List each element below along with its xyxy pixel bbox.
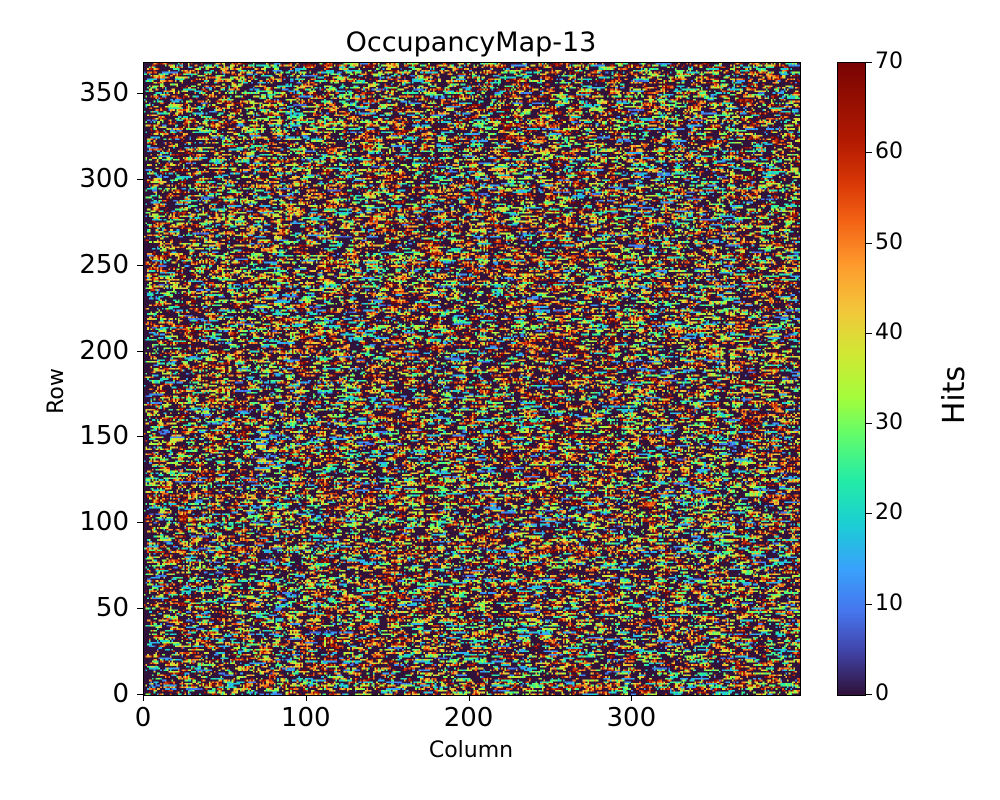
y-tick-mark bbox=[137, 92, 143, 94]
x-tick-label: 100 bbox=[280, 703, 331, 733]
colorbar-tick-label: 50 bbox=[875, 229, 903, 255]
page-title: OccupancyMap-13 bbox=[345, 27, 597, 58]
colorbar-tick-mark bbox=[866, 513, 872, 515]
colorbar-tick-mark bbox=[866, 694, 872, 695]
colorbar-label: Hits bbox=[937, 365, 972, 425]
y-tick-mark bbox=[137, 436, 143, 438]
x-tick-mark bbox=[631, 695, 633, 701]
colorbar[interactable] bbox=[837, 62, 866, 696]
colorbar-tick-mark bbox=[866, 423, 872, 425]
heatmap-axes[interactable] bbox=[143, 62, 801, 696]
colorbar-tick-mark bbox=[866, 62, 872, 63]
x-tick-label: 200 bbox=[443, 703, 494, 733]
colorbar-tick-label: 0 bbox=[875, 681, 889, 706]
y-tick-label: 100 bbox=[79, 507, 129, 538]
y-tick-label: 250 bbox=[79, 249, 129, 280]
x-tick-mark bbox=[468, 695, 470, 701]
y-axis-label: Row bbox=[44, 368, 69, 414]
y-tick-mark bbox=[137, 608, 143, 610]
colorbar-tick-label: 20 bbox=[875, 500, 903, 526]
colorbar-tick-label: 30 bbox=[875, 410, 903, 436]
x-tick-mark bbox=[305, 695, 307, 701]
colorbar-tick-label: 70 bbox=[875, 49, 903, 74]
y-tick-label: 200 bbox=[79, 335, 129, 366]
y-tick-mark bbox=[137, 694, 143, 695]
x-axis-label: Column bbox=[428, 738, 514, 763]
x-tick-label: 0 bbox=[134, 703, 152, 733]
y-tick-mark bbox=[137, 178, 143, 180]
y-tick-mark bbox=[137, 264, 143, 266]
colorbar-tick-mark bbox=[866, 242, 872, 244]
colorbar-tick-mark bbox=[866, 332, 872, 334]
y-tick-label: 50 bbox=[95, 593, 129, 624]
heatmap-image bbox=[144, 63, 800, 695]
x-tick-label: 300 bbox=[606, 703, 657, 733]
colorbar-gradient bbox=[838, 63, 865, 695]
y-tick-label: 150 bbox=[79, 421, 129, 452]
colorbar-tick-label: 60 bbox=[875, 139, 903, 165]
y-tick-label: 350 bbox=[79, 77, 129, 108]
y-tick-label: 300 bbox=[79, 163, 129, 194]
x-tick-mark bbox=[143, 695, 144, 701]
y-tick-mark bbox=[137, 350, 143, 352]
colorbar-tick-label: 40 bbox=[875, 319, 903, 345]
colorbar-tick-mark bbox=[866, 152, 872, 154]
y-tick-mark bbox=[137, 522, 143, 524]
colorbar-tick-label: 10 bbox=[875, 590, 903, 616]
colorbar-tick-mark bbox=[866, 603, 872, 605]
y-tick-label: 0 bbox=[112, 679, 129, 709]
